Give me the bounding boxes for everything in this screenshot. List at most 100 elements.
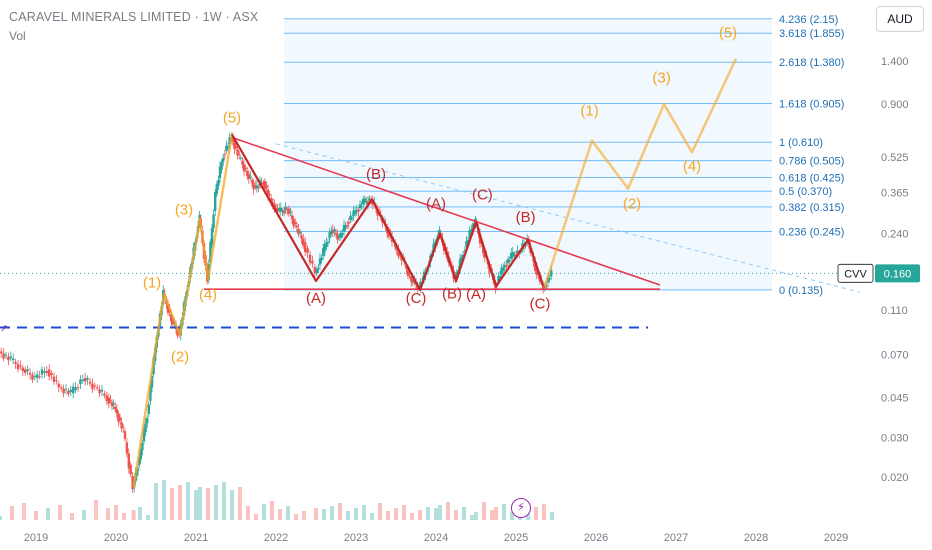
candle-body [482,245,485,254]
volume-bar [138,507,142,520]
candle-body [338,236,341,238]
fib-level-label: 0 (0.135) [779,285,823,297]
price-axis[interactable]: 2.201.4000.9000.5250.3650.2400.1600.1100… [837,0,932,550]
candle-body [233,141,236,150]
correction-wave-path[interactable] [231,133,546,292]
projection-wave-label: (1) [580,103,598,120]
volume-bar [178,485,182,520]
volume-bar [482,502,486,520]
volume-bar [198,487,202,520]
candle-body [334,232,338,235]
time-tick-label: 2024 [424,532,448,544]
candle-body [500,267,503,275]
price-tick-label: 0.240 [881,229,909,241]
candle-body [228,137,231,145]
volume-bar [494,507,498,520]
correction-wave-label: (B) [366,166,386,183]
candle-body [548,278,551,280]
candle-body [214,192,217,212]
candle-body [225,145,228,151]
projection-wave-path[interactable] [542,58,738,289]
candle-body [142,428,146,442]
candle-body [260,182,263,185]
candle-body [112,403,115,405]
volume-bar [338,503,342,520]
candle-body [506,259,510,264]
wave-labels: (1)(2)(3)(4)(5)(A)(B)(C)(A)(B) (A)(C)(B)(… [143,24,737,365]
candle-body [278,208,281,210]
volume-bar [394,508,398,520]
volume-bar [550,512,554,520]
drawing-tools[interactable]: ↗ [0,58,868,488]
candle-body [242,164,246,172]
candle-body [249,176,252,178]
candle-body [368,198,371,201]
candle-body [147,404,150,415]
volume-bar [286,506,290,520]
correction-wave-label: (C) [406,290,427,307]
volume-label: Vol [9,29,26,43]
candle-body [302,238,305,246]
candle-body [292,218,295,226]
candle-body [354,211,357,214]
candle-body [48,369,51,377]
volume-bar [262,504,266,520]
candle-body [238,153,241,155]
currency-button[interactable]: AUD [876,6,924,32]
candle-body [60,387,63,389]
candle-body [231,137,234,142]
price-badge-label: 0.160 [884,268,912,280]
candle-body [43,371,46,373]
time-tick-label: 2021 [184,532,208,544]
lightning-icon[interactable]: ⚡ [511,498,531,518]
candle-body [19,365,22,367]
impulse-wave-label: (2) [171,348,189,365]
time-axis[interactable]: 2019 2020 2021 2022 2023 2024 2025 2026 2027 2028… [0,524,868,550]
symbol-badge-label: CVV [844,268,867,280]
volume-bar [170,488,174,520]
candle-body [284,207,287,210]
candle-body [170,314,173,322]
candle-body [498,276,502,278]
candle-body [483,251,486,258]
fib-level-label: 0.618 (0.425) [779,173,844,185]
time-tick-label: 2027 [664,532,688,544]
impulse-wave-path[interactable] [132,134,234,488]
candle-body [28,372,32,375]
candle-body [317,268,320,270]
volume-bar [370,513,374,520]
candle-body [357,209,360,212]
candle-body [105,395,108,402]
candle-body [16,363,20,370]
candle-body [241,161,244,165]
candle-body [2,353,5,359]
candle-body [286,209,289,211]
candle-body [366,201,370,205]
fib-level-label: 0.236 (0.245) [779,227,844,239]
candle-body [346,225,349,227]
time-tick-label: 2026 [584,532,608,544]
candle-body [282,210,286,214]
volume-bar [246,506,250,520]
time-tick-label: 2025 [504,532,528,544]
candle-body [246,170,249,176]
candle-body [107,397,110,404]
volume-bar [426,507,430,520]
candle-body [298,232,302,234]
volume-bar [238,487,242,520]
candle-body [352,210,355,216]
candle-body [171,319,174,325]
candle-body [339,232,342,238]
candle-body [86,378,89,380]
triangle-upper-line[interactable] [231,136,661,286]
candle-body [141,442,144,451]
candle-body [405,265,408,269]
candle-body [344,225,347,229]
correction-wave-label: (A) [306,290,326,307]
candle-body [57,383,60,388]
candle-body [513,254,516,256]
fibonacci-retracement[interactable]: 0 (0.135) 0.236 (0.245) 0.382 (0.315) 0.5 (… [284,14,844,297]
time-tick-label: 2029 [824,532,848,544]
correction-wave-label: (B) [442,285,462,302]
